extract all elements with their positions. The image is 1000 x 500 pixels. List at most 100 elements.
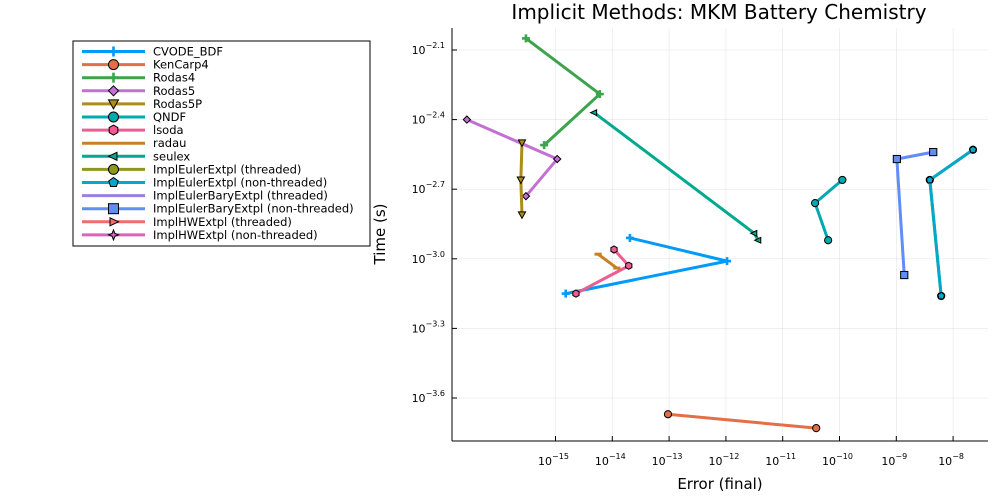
legend-item: Rodas5	[82, 84, 195, 98]
legend-item: lsoda	[82, 123, 184, 137]
series-line	[667, 412, 817, 430]
legend-item: ImplEulerBaryExtpl (non-threaded)	[82, 202, 354, 216]
x-tick-label: 10−13	[652, 452, 683, 468]
legend-item: Rodas4	[82, 71, 195, 85]
legend-label: ImplEulerExtpl (non-threaded)	[153, 176, 327, 190]
data-point	[663, 410, 673, 419]
series-rodas4	[521, 34, 604, 150]
axes	[451, 28, 988, 442]
legend-item: ImplHWExtpl (non-threaded)	[82, 228, 318, 242]
data-point	[589, 108, 598, 117]
data-point	[517, 139, 527, 148]
legend-item: Rodas5P	[82, 97, 202, 111]
legend-label: ImplEulerBaryExtpl (threaded)	[153, 189, 328, 203]
legend-marker	[108, 111, 119, 123]
legend-label: Rodas5P	[153, 97, 202, 111]
legend-label: ImplHWExtpl (threaded)	[153, 215, 292, 229]
legend-label: Rodas5	[153, 84, 195, 98]
legend-item: radau	[82, 136, 186, 150]
legend-marker	[108, 163, 119, 175]
legend-marker	[107, 99, 120, 110]
data-point	[937, 291, 946, 300]
legend-marker	[108, 124, 119, 136]
legend-marker	[107, 151, 118, 162]
y-ticks: 10−2.1 10−2.4 10−2.7 10−3.0 10−3.3 10−3.6	[412, 41, 457, 405]
series-seulex	[589, 108, 762, 244]
data-point	[462, 115, 472, 124]
data-point	[824, 236, 833, 245]
data-point	[625, 233, 634, 242]
series-line	[466, 118, 559, 198]
series-impleulerextpl-non-threaded	[925, 145, 977, 300]
data-point	[900, 270, 909, 280]
data-point	[572, 289, 580, 298]
data-point	[838, 175, 847, 185]
series-line	[593, 111, 760, 241]
x-tick-label: 10−9	[881, 452, 907, 468]
legend-marker	[109, 217, 120, 227]
series-line	[928, 148, 974, 297]
y-tick-label: 10−3.0	[412, 250, 445, 266]
legend-item: CVODE_BDF	[82, 45, 223, 59]
legend-label: ImplHWExtpl (non-threaded)	[153, 228, 318, 242]
grid-lines	[452, 28, 988, 441]
series-lsoda	[572, 245, 633, 298]
data-point	[968, 145, 977, 154]
chart-title: Implicit Methods: MKM Battery Chemistry	[511, 0, 926, 24]
data-point	[812, 424, 821, 433]
series-radau	[594, 252, 621, 270]
y-tick-label: 10−3.6	[412, 389, 445, 405]
legend-label: seulex	[153, 149, 190, 163]
data-point	[540, 141, 549, 150]
legend-label: ImplEulerExtpl (threaded)	[153, 162, 301, 176]
x-axis-label: Error (final)	[677, 475, 762, 493]
legend-item: ImplEulerExtpl (non-threaded)	[82, 176, 327, 190]
legend-item: QNDF	[82, 110, 186, 124]
legend-marker	[108, 59, 119, 71]
legend-item: seulex	[82, 149, 190, 163]
series-line	[895, 150, 934, 276]
legend-marker	[108, 176, 119, 188]
data-point	[892, 154, 901, 164]
series-line	[597, 252, 618, 270]
legend-marker	[107, 85, 120, 97]
x-tick-label: 10−15	[538, 452, 569, 468]
data-point	[929, 147, 938, 157]
data-point	[810, 199, 820, 208]
y-tick-label: 10−3.3	[412, 319, 445, 335]
data-point	[521, 34, 530, 43]
y-tick-label: 10−2.4	[412, 111, 445, 127]
legend-item: ImplEulerBaryExtpl (threaded)	[82, 189, 328, 203]
legend-label: CVODE_BDF	[153, 45, 223, 59]
legend-marker	[107, 228, 120, 242]
series-qndf	[810, 175, 847, 245]
legend-label: ImplEulerBaryExtpl (non-threaded)	[153, 202, 354, 216]
legend-label: radau	[153, 136, 186, 150]
legend-item: ImplHWExtpl (threaded)	[82, 215, 292, 229]
series-line	[525, 37, 602, 147]
x-tick-label: 10−8	[938, 452, 964, 468]
series-rodas5	[462, 115, 562, 201]
legend-label: KenCarp4	[153, 58, 209, 72]
x-tick-label: 10−12	[708, 452, 739, 468]
x-ticks: 10−15 10−14 10−13 10−12 10−11 10−10 10−9 10−8	[538, 436, 964, 468]
x-tick-label: 10−14	[595, 452, 626, 468]
data-point	[595, 90, 604, 99]
series-line	[928, 148, 974, 297]
legend-label: QNDF	[153, 110, 186, 124]
legend-label: lsoda	[153, 123, 184, 137]
legend-label: Rodas4	[153, 71, 195, 85]
legend-marker	[108, 46, 119, 57]
series-impleulerbaryextpl-non-threaded	[892, 147, 938, 280]
data-point	[925, 175, 934, 184]
data-point	[552, 154, 562, 164]
y-axis-label: Time (s)	[371, 204, 389, 266]
data-point	[753, 236, 762, 244]
data-point	[517, 211, 527, 220]
data-point	[723, 257, 732, 266]
data-point	[521, 191, 531, 201]
legend-marker	[108, 72, 119, 83]
x-tick-label: 10−11	[765, 452, 796, 468]
legend: CVODE_BDFKenCarp4Rodas4Rodas5Rodas5PQNDF…	[72, 40, 371, 247]
